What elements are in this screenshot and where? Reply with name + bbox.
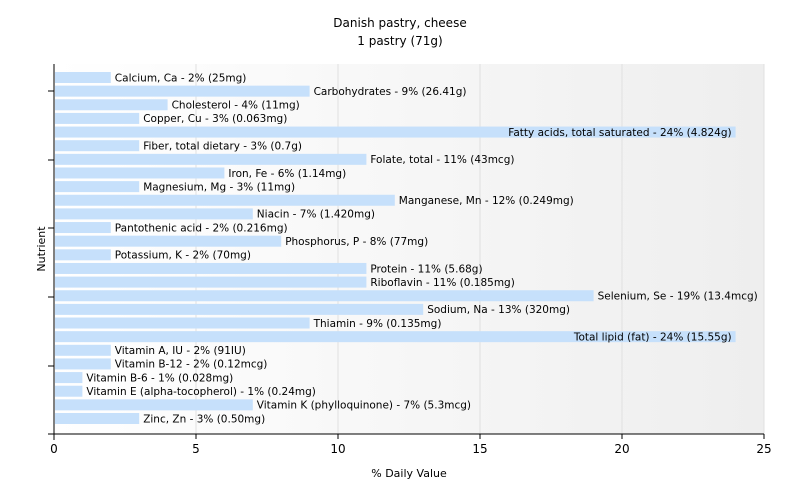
bar-label-8: Iron, Fe - 6% (1.14mg) bbox=[228, 168, 346, 180]
bar-23 bbox=[55, 372, 83, 384]
bars bbox=[55, 72, 736, 424]
bar-13 bbox=[55, 235, 282, 247]
bar-label-24: Vitamin E (alpha-tocopherol) - 1% (0.24m… bbox=[86, 386, 316, 398]
bar-label-18: Sodium, Na - 13% (320mg) bbox=[427, 304, 570, 316]
bar-5 bbox=[55, 126, 736, 138]
bar-1 bbox=[55, 72, 111, 83]
bar-label-16: Riboflavin - 11% (0.185mg) bbox=[370, 277, 514, 289]
bar-3 bbox=[55, 99, 168, 111]
bar-label-15: Protein - 11% (5.68g) bbox=[370, 263, 482, 275]
bar-11 bbox=[55, 208, 253, 220]
x-tick-label-2: 10 bbox=[330, 442, 345, 456]
bar-18 bbox=[55, 303, 424, 315]
bar-6 bbox=[55, 140, 140, 152]
chart-title: Danish pastry, cheese bbox=[333, 16, 466, 30]
chart-subtitle: 1 pastry (71g) bbox=[357, 34, 442, 48]
bar-label-25: Vitamin K (phylloquinone) - 7% (5.3mcg) bbox=[257, 400, 471, 412]
bar-label-20: Total lipid (fat) - 24% (15.55g) bbox=[573, 331, 732, 343]
bar-label-11: Niacin - 7% (1.420mg) bbox=[257, 209, 375, 221]
y-axis-title: Nutrient bbox=[35, 226, 48, 272]
bar-21 bbox=[55, 344, 111, 356]
bar-label-13: Phosphorus, P - 8% (77mg) bbox=[285, 236, 428, 248]
bar-16 bbox=[55, 276, 367, 288]
bar-label-23: Vitamin B-6 - 1% (0.028mg) bbox=[86, 372, 233, 384]
bar-labels: Calcium, Ca - 2% (25mg) Carbohydrates - 9… bbox=[86, 72, 757, 425]
x-tick-label-4: 20 bbox=[614, 442, 629, 456]
bar-label-6: Fiber, total dietary - 3% (0.7g) bbox=[143, 141, 302, 153]
x-axis-title: % Daily Value bbox=[371, 467, 447, 480]
x-tick-label-5: 25 bbox=[756, 442, 771, 456]
bar-label-19: Thiamin - 9% (0.135mg) bbox=[313, 318, 442, 330]
plot-area bbox=[54, 64, 764, 434]
bar-label-21: Vitamin A, IU - 2% (91IU) bbox=[115, 345, 246, 357]
bar-label-7: Folate, total - 11% (43mcg) bbox=[370, 154, 514, 166]
bar-label-4: Copper, Cu - 3% (0.063mg) bbox=[143, 113, 287, 125]
bar-label-14: Potassium, K - 2% (70mg) bbox=[115, 250, 251, 262]
bar-24 bbox=[55, 385, 83, 397]
bar-label-3: Cholesterol - 4% (11mg) bbox=[172, 100, 300, 112]
x-tick-label-3: 15 bbox=[472, 442, 487, 456]
bar-label-10: Manganese, Mn - 12% (0.249mg) bbox=[399, 195, 574, 207]
bar-14 bbox=[55, 249, 111, 261]
bar-4 bbox=[55, 112, 140, 124]
bar-12 bbox=[55, 222, 111, 234]
x-tick-label-0: 0 bbox=[50, 442, 58, 456]
bar-10 bbox=[55, 194, 395, 206]
bar-7 bbox=[55, 153, 367, 165]
grid-lines bbox=[195, 64, 765, 434]
bar-25 bbox=[55, 399, 253, 411]
x-tick-label-1: 5 bbox=[192, 442, 200, 456]
bar-label-1: Calcium, Ca - 2% (25mg) bbox=[115, 72, 247, 84]
bar-label-9: Magnesium, Mg - 3% (11mg) bbox=[143, 181, 295, 193]
bar-label-5: Fatty acids, total saturated - 24% (4.82… bbox=[508, 127, 731, 139]
bar-19 bbox=[55, 317, 310, 329]
bar-8 bbox=[55, 167, 225, 179]
bar-label-17: Selenium, Se - 19% (13.4mcg) bbox=[598, 291, 758, 303]
bar-2 bbox=[55, 85, 310, 97]
bar-15 bbox=[55, 262, 367, 274]
bar-label-2: Carbohydrates - 9% (26.41g) bbox=[314, 86, 467, 98]
bar-9 bbox=[55, 181, 140, 193]
bar-20 bbox=[55, 331, 736, 343]
bar-26 bbox=[55, 413, 140, 424]
bar-label-12: Pantothenic acid - 2% (0.216mg) bbox=[115, 222, 288, 234]
bar-label-22: Vitamin B-12 - 2% (0.12mcg) bbox=[115, 359, 268, 371]
bar-label-26: Zinc, Zn - 3% (0.50mg) bbox=[143, 413, 265, 425]
axes: 0 5 10 15 20 25 bbox=[48, 64, 772, 456]
bar-22 bbox=[55, 358, 111, 370]
bar-17 bbox=[55, 290, 594, 302]
